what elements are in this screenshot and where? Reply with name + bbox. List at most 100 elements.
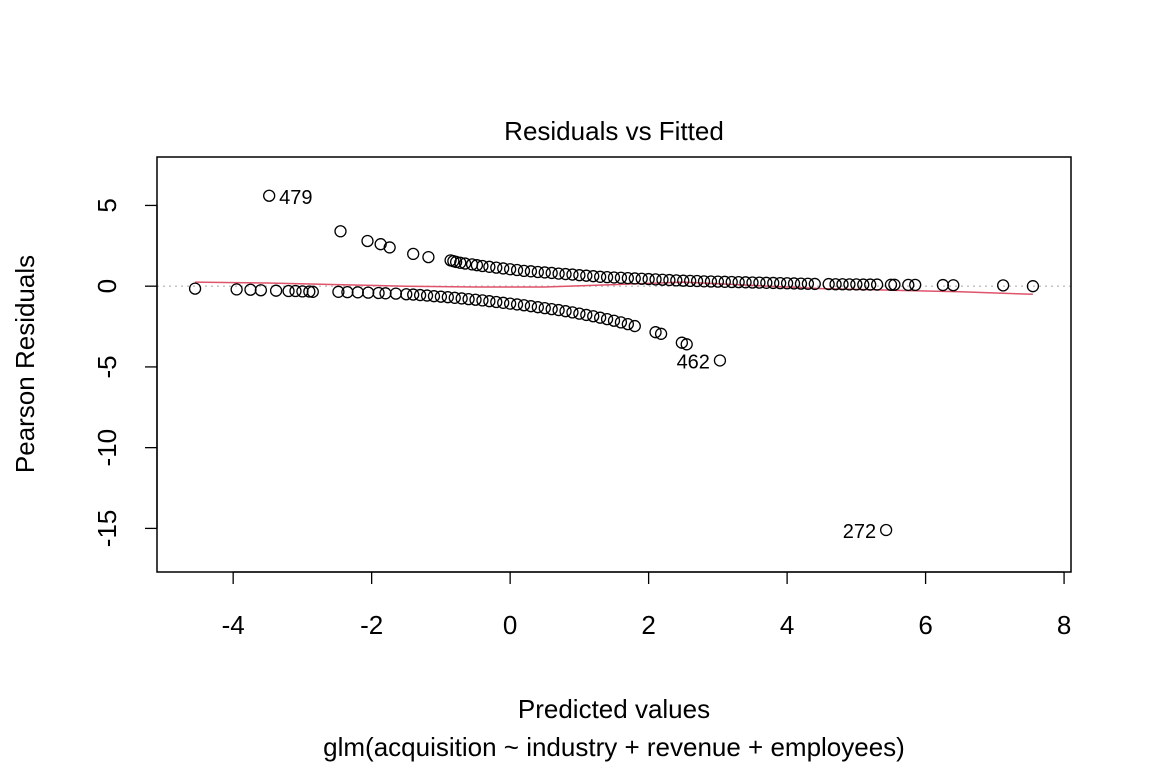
data-point [774,276,787,290]
data-point [649,273,662,286]
data-point [372,286,385,300]
data-point [427,290,441,303]
x-tick-label: -4 [222,610,245,640]
data-point [936,278,950,292]
data-point [230,283,243,296]
point-label: 462 [677,351,710,373]
data-point [497,262,510,275]
point-label: 479 [279,187,312,209]
data-point [635,272,648,285]
data-point [732,275,745,289]
data-point [884,278,898,291]
data-point [879,523,893,537]
data-point [607,314,621,327]
data-point [552,303,565,317]
data-point [573,307,586,320]
x-tick-label: 0 [503,610,517,640]
data-point [677,274,690,287]
data-point [725,275,738,289]
data-point [510,263,524,277]
data-point [649,326,662,339]
data-point [870,278,884,291]
data-point [663,273,676,287]
data-point [282,284,295,298]
data-point [787,277,801,290]
data-point [566,268,579,281]
data-point [469,293,482,306]
y-tick-label: 0 [92,279,122,293]
data-point [552,267,565,280]
data-point [614,316,628,329]
data-point [888,278,901,291]
data-point [850,278,863,291]
data-point [476,259,489,273]
x-tick-label: 8 [1057,610,1071,640]
points-layer [188,189,1040,537]
data-point [801,277,815,290]
data-point [434,290,448,303]
data-point [483,260,496,273]
data-point [680,338,693,351]
data-point [628,272,641,285]
chart-subtitle: glm(acquisition ~ industry + revenue + e… [323,732,905,762]
data-point [449,255,463,269]
data-point [739,276,752,289]
y-tick-label: 5 [92,198,122,212]
smooth-line [195,281,1033,296]
data-point [470,259,484,272]
x-axis-label: Predicted values [518,694,710,724]
data-point [713,354,727,367]
data-point [462,292,475,306]
data-point [497,296,510,309]
data-point [510,298,524,311]
plot-frame [156,156,1072,573]
data-point [400,288,413,301]
data-point [780,277,794,290]
data-point [483,295,496,308]
data-point [580,269,593,282]
data-point [379,287,392,300]
data-point [334,225,347,238]
data-point [675,336,689,349]
data-point [559,305,572,318]
data-point [517,299,531,312]
data-point [587,270,600,283]
data-point [362,286,375,299]
data-point [407,247,420,261]
data-point [383,241,396,254]
y-tick-label: -10 [92,429,122,467]
data-point [996,279,1010,292]
data-point [621,271,634,285]
data-point [306,285,319,298]
data-point [503,297,517,310]
data-point [455,292,468,305]
data-point [545,266,558,280]
data-point [389,287,403,300]
data-point [559,267,572,281]
data-point [303,285,316,298]
data-point [594,311,607,324]
data-point [517,264,531,277]
point-label: 272 [843,521,876,543]
x-tick-label: 6 [918,610,932,640]
data-point [843,278,856,291]
data-point [538,301,551,315]
data-point [864,278,877,291]
data-point [332,285,345,298]
chart-title: Residuals vs Fitted [504,116,724,146]
data-point [794,277,808,290]
data-point [351,286,364,299]
data-point [718,275,731,288]
data-point [458,257,472,270]
smooth-line-layer [195,281,1033,296]
data-point [263,189,276,202]
data-point [587,310,600,323]
data-point [600,312,614,326]
data-point [441,291,454,304]
data-point [361,234,374,248]
data-point [476,294,489,307]
data-point [746,276,759,289]
y-axis-label: Pearson Residuals [10,255,40,473]
data-point [454,256,467,269]
y-axis: 5 0 -5 -10 -15 [92,198,158,547]
